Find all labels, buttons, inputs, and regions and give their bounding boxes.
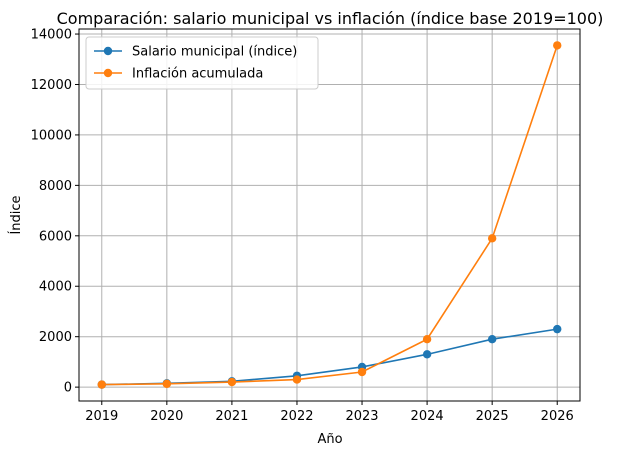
x-tick-label: 2022 (280, 409, 313, 424)
data-point (553, 41, 562, 50)
legend-box (85, 36, 319, 90)
legend-swatch-marker (103, 46, 113, 56)
y-axis-label: Índice (8, 195, 24, 234)
legend-label: Salario municipal (índice) (132, 45, 297, 60)
x-tick-label: 2020 (150, 409, 183, 424)
y-tick-label: 10000 (31, 128, 72, 143)
data-point (553, 324, 562, 334)
data-point (227, 377, 237, 387)
data-point (357, 367, 367, 377)
data-point (97, 380, 106, 389)
x-tick-label: 2024 (411, 409, 444, 424)
x-tick-label: 2026 (541, 409, 574, 424)
data-point (422, 335, 432, 344)
y-tick-label: 2000 (39, 330, 72, 345)
x-tick-label: 2019 (85, 409, 118, 424)
axes: 2019 2020 2021 2022 2023 2024 2025 2026 0 2000 400… (31, 28, 574, 424)
data-point (487, 335, 497, 344)
x-tick-label: 2025 (476, 409, 509, 424)
data-point (162, 379, 172, 389)
series-layer (97, 41, 562, 389)
legend-label: Inflación acumulada (132, 67, 263, 82)
series-line-1 (101, 45, 558, 386)
plot-frame (78, 28, 581, 402)
legend-swatch-marker (103, 68, 113, 78)
y-tick-label: 12000 (31, 78, 72, 93)
x-axis-label: Año (317, 432, 342, 447)
legend: Salario municipal (índice) Inflación acum… (85, 36, 319, 90)
y-tick-label: 4000 (39, 280, 72, 295)
grid (79, 29, 580, 401)
x-tick-label: 2021 (215, 409, 248, 424)
x-tick-label: 2023 (345, 409, 378, 424)
chart-title: Comparación: salario municipal vs inflac… (57, 9, 604, 28)
y-tick-label: 14000 (31, 28, 72, 43)
data-point (487, 234, 497, 243)
y-tick-label: 0 (64, 381, 72, 396)
y-tick-label: 8000 (39, 179, 72, 194)
y-tick-label: 6000 (39, 229, 72, 244)
data-point (292, 375, 302, 384)
data-point (422, 350, 432, 359)
